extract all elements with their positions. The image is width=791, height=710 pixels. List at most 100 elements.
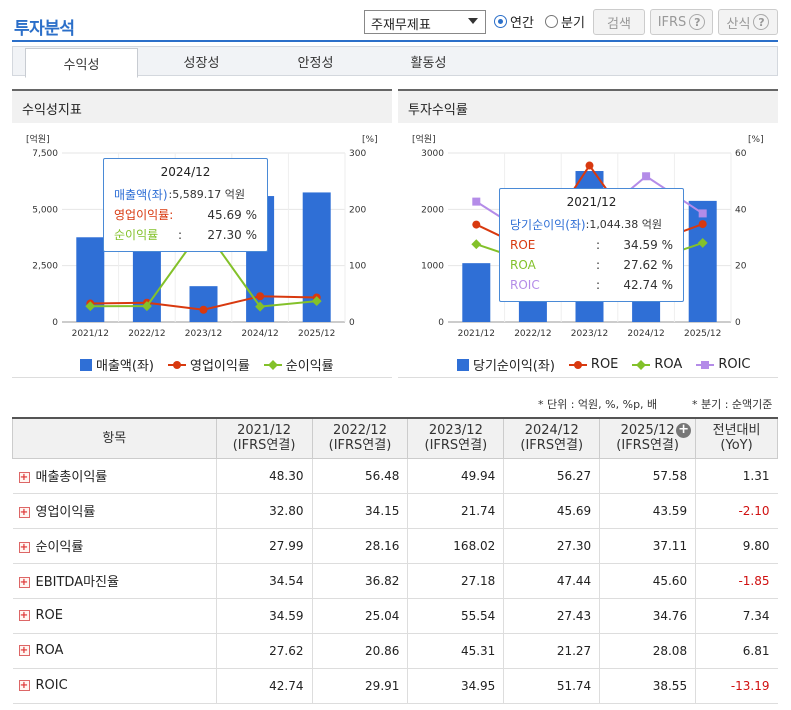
y-tick-label: 3000 <box>421 149 444 159</box>
y-tick-label: 2000 <box>421 205 444 215</box>
row-name[interactable]: + 순이익률 <box>12 528 217 564</box>
tooltip-value: 45.69 % <box>207 208 257 222</box>
expand-icon[interactable]: + <box>18 577 30 588</box>
ifrs-label: IFRS <box>657 14 687 30</box>
radio-annual-label: 연간 <box>510 16 534 31</box>
row-name[interactable]: + ROIC <box>12 668 217 704</box>
legend-item[interactable]: 순이익률 <box>263 355 334 374</box>
x-tick-label: 2022/12 <box>514 329 551 339</box>
data-point <box>585 161 594 170</box>
tab-stability[interactable]: 안정성 <box>297 56 334 71</box>
legend-item[interactable]: 영업이익률 <box>167 355 250 374</box>
x-tick-label: 2024/12 <box>627 329 664 339</box>
legend-item[interactable]: 당기순이익(좌) <box>457 355 555 374</box>
col-header-sub: (IFRS연결) <box>616 438 679 454</box>
tooltip-label: ROE <box>510 238 536 252</box>
plus-circle-icon[interactable]: + <box>676 423 692 438</box>
expand-icon[interactable]: + <box>18 645 30 656</box>
search-button[interactable]: 검색 <box>593 9 645 35</box>
table-cell: 21.27 <box>503 633 600 669</box>
right-panel-bottom <box>398 377 778 378</box>
col-header: 2025/12 (IFRS연결) + <box>599 417 697 459</box>
tab-growth[interactable]: 성장성 <box>183 56 220 71</box>
table-header-row: 항목 2021/12 (IFRS연결) 2022/12 (IFRS연결) 2023/… <box>12 417 778 459</box>
y2-tick-label: 200 <box>349 205 366 215</box>
legend-item[interactable]: 매출액(좌) <box>80 355 154 374</box>
line-dot-icon <box>167 360 186 369</box>
table-cell: 6.81 <box>695 633 778 669</box>
quarter-note: * 분기 : 순액기준 <box>692 398 773 411</box>
table-row: + ROA 27.62 20.86 45.31 21.27 28.08 6.81 <box>12 633 778 669</box>
table-cell: 34.59 <box>215 598 313 634</box>
x-tick-label: 2021/12 <box>458 329 495 339</box>
header-divider <box>12 40 778 42</box>
row-name[interactable]: + ROE <box>12 598 217 634</box>
row-label: 영업이익률 <box>35 505 96 520</box>
legend-label: 당기순이익(좌) <box>473 359 555 374</box>
table-cell: 42.74 <box>215 668 313 704</box>
statement-select[interactable]: 주재무제표 <box>364 10 486 34</box>
left-panel-bottom <box>12 377 392 378</box>
row-label: 매출총이익률 <box>35 470 108 485</box>
expand-icon[interactable]: + <box>18 680 30 691</box>
table-row: + EBITDA마진율 34.54 36.82 27.18 47.44 45.60 -1.85 <box>12 563 778 599</box>
table-cell: 27.43 <box>503 598 600 634</box>
table-cell: 1.31 <box>695 458 778 494</box>
col-header-label: 전년대비 <box>712 423 761 439</box>
table-cell: 29.91 <box>311 668 408 704</box>
row-name[interactable]: + ROA <box>12 633 217 669</box>
y2-tick-label: 300 <box>349 149 366 159</box>
table-cell: 7.34 <box>695 598 778 634</box>
table-cell: 21.74 <box>407 493 504 529</box>
col-header-label: 2021/12 <box>237 423 292 439</box>
table-cell: 38.55 <box>599 668 696 704</box>
y2-tick-label: 0 <box>349 318 355 328</box>
row-label: ROE <box>35 608 63 623</box>
col-header-label: 2022/12 <box>332 423 387 439</box>
col-header-sub: (IFRS연결) <box>520 438 584 454</box>
y2-tick-label: 0 <box>735 318 741 328</box>
right-unit: [%] <box>748 135 764 145</box>
table-cell: 57.58 <box>599 458 696 494</box>
legend-item[interactable]: ROIC <box>696 357 751 372</box>
table-row: + 영업이익률 32.80 34.15 21.74 45.69 43.59 -2.10 <box>12 493 778 529</box>
y-tick-label: 7,500 <box>32 149 58 159</box>
row-name[interactable]: + 매출총이익률 <box>12 458 217 494</box>
expand-icon[interactable]: + <box>18 472 30 483</box>
table-cell: 27.99 <box>215 528 313 564</box>
legend-item[interactable]: ROE <box>568 357 618 372</box>
table-cell: 43.59 <box>599 493 696 529</box>
row-label: ROIC <box>35 678 68 693</box>
y2-tick-label: 60 <box>735 149 747 159</box>
col-header-label: 2023/12 <box>428 423 483 439</box>
row-name[interactable]: + 영업이익률 <box>12 493 217 529</box>
data-point <box>471 239 482 250</box>
left-panel-title: 수익성지표 <box>12 89 392 123</box>
table-cell: 45.60 <box>599 563 696 599</box>
tab-activity[interactable]: 활동성 <box>410 56 447 71</box>
expand-icon[interactable]: + <box>18 507 30 518</box>
tab-profitability[interactable]: 수익성 <box>25 48 138 78</box>
row-name[interactable]: + EBITDA마진율 <box>12 563 217 599</box>
radio-annual[interactable]: 연간 <box>494 12 534 31</box>
table-cell: 51.74 <box>503 668 600 704</box>
tooltip-label: 당기순이익(좌) <box>510 218 586 232</box>
table-cell: 36.82 <box>311 563 408 599</box>
y-tick-label: 0 <box>438 318 444 328</box>
expand-icon[interactable]: + <box>18 610 30 621</box>
tooltip-value: 27.30 % <box>207 228 257 242</box>
table-cell: 28.08 <box>599 633 696 669</box>
tooltip-value: 34.59 % <box>623 238 673 252</box>
radio-quarter[interactable]: 분기 <box>545 12 585 31</box>
data-point <box>199 305 208 314</box>
y2-tick-label: 100 <box>349 262 366 272</box>
line-dot-icon <box>568 360 587 369</box>
legend-item[interactable]: ROA <box>632 357 682 372</box>
row-label: EBITDA마진율 <box>35 575 119 590</box>
ifrs-help-button[interactable]: IFRS? <box>650 9 713 35</box>
expand-icon[interactable]: + <box>18 542 30 553</box>
table-cell: 168.02 <box>407 528 504 564</box>
radio-off-icon <box>545 15 558 28</box>
formula-help-button[interactable]: 산식? <box>718 9 778 35</box>
tooltip-label: 순이익률 <box>114 228 159 242</box>
